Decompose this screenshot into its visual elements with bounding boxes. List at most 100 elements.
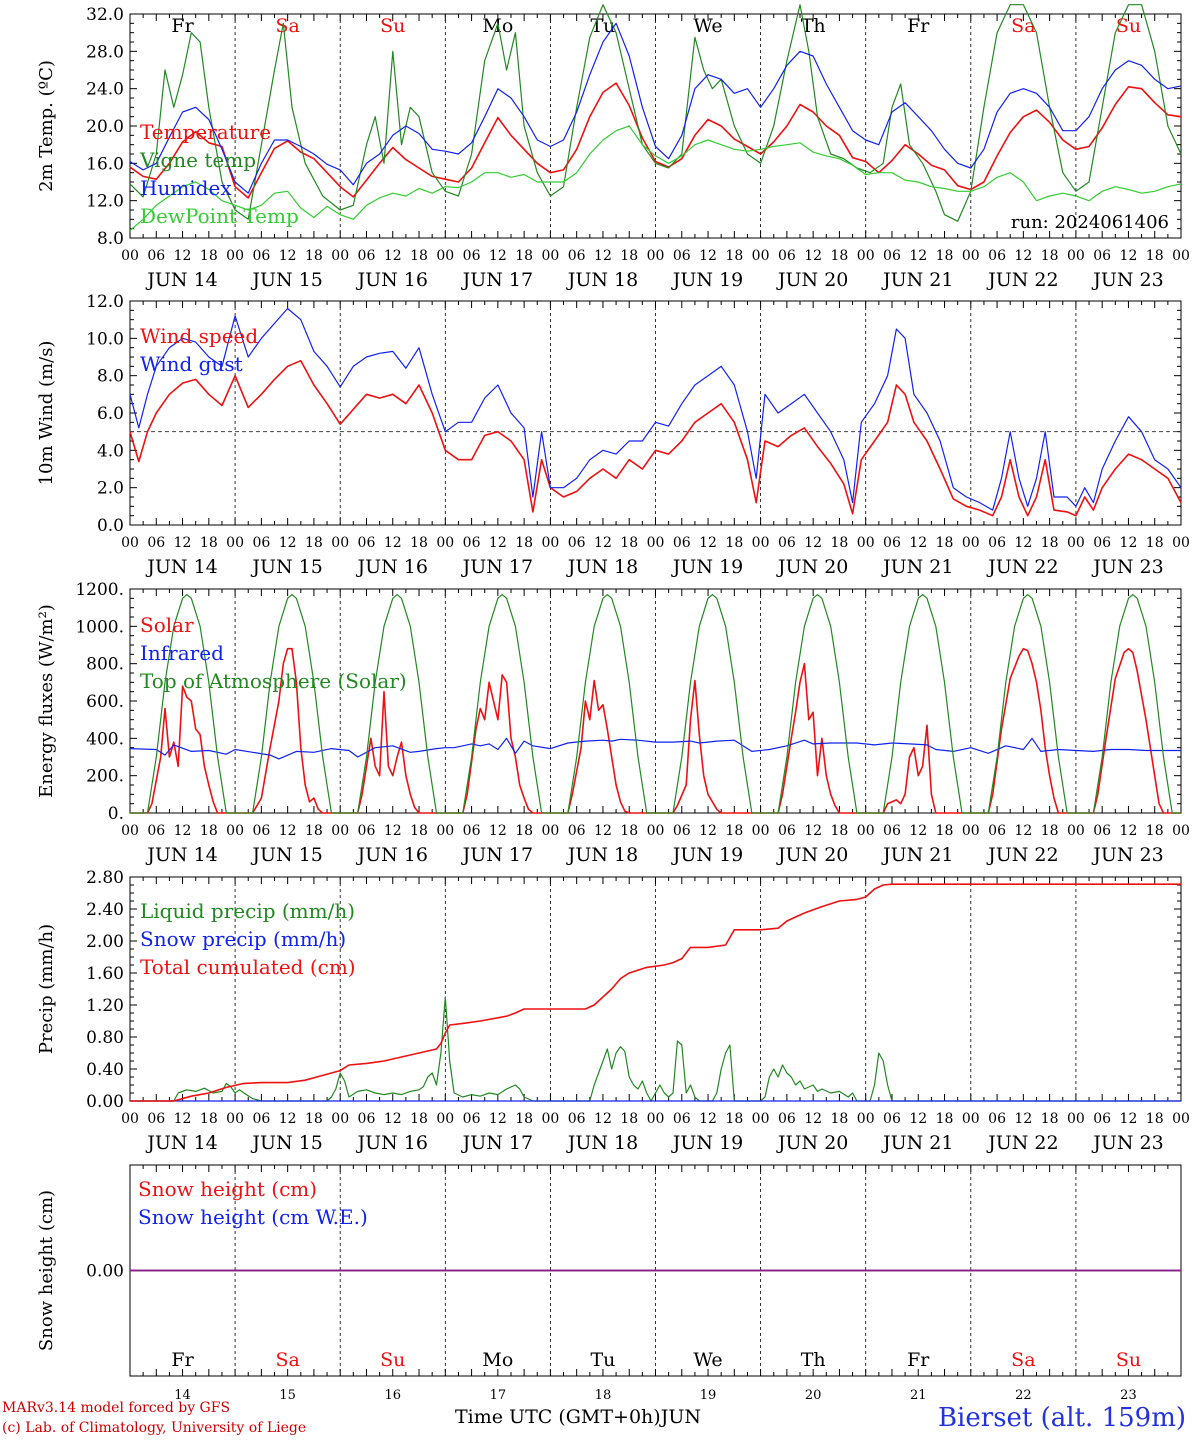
y-tick-label: 16.0: [86, 154, 124, 174]
legend-entry: Top of Atmosphere (Solar): [140, 669, 407, 693]
date-label: JUN 22: [986, 556, 1058, 578]
date-label: JUN 16: [356, 556, 428, 578]
day-number-label: 15: [279, 1388, 296, 1403]
hour-label: 18: [1146, 1111, 1164, 1127]
hour-label: 12: [804, 1111, 822, 1127]
hour-label: 18: [410, 535, 428, 551]
day-number-label: 22: [1015, 1388, 1032, 1403]
hour-label: 00: [1172, 823, 1190, 839]
series-line: [129, 307, 1182, 511]
hour-label: 06: [988, 1111, 1006, 1127]
date-label: JUN 15: [250, 269, 322, 291]
hour-label: 00: [857, 823, 875, 839]
hour-label: 12: [1014, 1111, 1032, 1127]
y-tick-label: 600.: [86, 692, 124, 712]
legend-entry: Liquid precip (mm/h): [140, 899, 355, 923]
series-line: [129, 22, 1182, 194]
y-tick-label: 8.0: [97, 367, 124, 387]
hour-label: 18: [620, 823, 638, 839]
hour-label: 00: [226, 1111, 244, 1127]
hour-label: 18: [1041, 1111, 1059, 1127]
hour-label: 18: [936, 248, 954, 264]
hour-label: 06: [568, 823, 586, 839]
series-line: [130, 647, 1181, 814]
date-label: JUN 22: [986, 269, 1058, 291]
hour-label: 18: [515, 535, 533, 551]
hour-label: 12: [384, 1111, 402, 1127]
hour-label: 06: [252, 248, 270, 264]
hour-label: 06: [252, 823, 270, 839]
weekday-label: Sa: [1011, 1349, 1035, 1371]
hour-label: 00: [752, 1111, 770, 1127]
hour-label: 18: [831, 248, 849, 264]
hour-label: 00: [752, 535, 770, 551]
y-tick-label: 800.: [86, 655, 124, 675]
hour-label: 06: [147, 248, 165, 264]
hour-label: 18: [1041, 248, 1059, 264]
weekday-label: Fr: [907, 15, 930, 37]
hour-label: 00: [331, 1111, 349, 1127]
hour-label: 06: [988, 823, 1006, 839]
hour-label: 12: [489, 1111, 507, 1127]
date-label: JUN 20: [776, 556, 848, 578]
hour-label: 18: [305, 823, 323, 839]
hour-label: 12: [804, 823, 822, 839]
date-label: JUN 17: [461, 1132, 533, 1154]
hour-label: 00: [121, 1111, 139, 1127]
legend-entry: Infrared: [140, 641, 224, 665]
y-tick-label: 2.40: [86, 900, 124, 920]
weekday-label: Tu: [590, 1349, 615, 1371]
hour-label: 12: [594, 535, 612, 551]
series-line: [130, 883, 1181, 1102]
hour-label: 06: [883, 535, 901, 551]
legend-entry: Total cumulated (cm): [140, 955, 356, 979]
hour-label: 18: [410, 1111, 428, 1127]
legend-entry: Humidex: [140, 176, 232, 200]
hour-label: 12: [174, 248, 192, 264]
y-tick-label: 1.20: [86, 996, 124, 1016]
hour-label: 12: [174, 823, 192, 839]
date-label: JUN 17: [461, 269, 533, 291]
date-label: JUN 16: [356, 269, 428, 291]
y-tick-label: 2.80: [86, 868, 124, 888]
date-label: JUN 14: [145, 1132, 217, 1154]
hour-label: 00: [436, 823, 454, 839]
y-tick-label: 0.40: [86, 1060, 124, 1080]
hour-label: 00: [226, 535, 244, 551]
hour-label: 12: [699, 823, 717, 839]
legend-entry: Wind speed: [140, 324, 258, 348]
hour-label: 00: [1067, 1111, 1085, 1127]
series-line: [130, 593, 1181, 814]
series-line: [129, 82, 1182, 199]
legend-entry: Snow precip (mm/h): [140, 927, 346, 951]
date-label: JUN 18: [566, 1132, 638, 1154]
date-label: JUN 20: [776, 269, 848, 291]
hour-label: 06: [358, 535, 376, 551]
date-label: JUN 15: [250, 556, 322, 578]
hour-label: 12: [909, 535, 927, 551]
hour-label: 06: [988, 248, 1006, 264]
hour-label: 00: [647, 1111, 665, 1127]
hour-label: 18: [936, 535, 954, 551]
y-tick-label: 6.0: [97, 404, 124, 424]
y-tick-label: 2.00: [86, 932, 124, 952]
hour-label: 00: [1067, 823, 1085, 839]
date-label: JUN 17: [461, 844, 533, 866]
date-label: JUN 14: [145, 844, 217, 866]
hour-label: 12: [804, 535, 822, 551]
panel-4: 0.00 0.40 0.80 1.20 1.60 2.00 2.40 2.80 Precip (…: [36, 868, 1190, 1154]
hour-label: 18: [1041, 823, 1059, 839]
hour-label: 12: [384, 823, 402, 839]
y-tick-label: 28.0: [86, 42, 124, 62]
date-label: JUN 21: [881, 556, 953, 578]
day-number-label: 21: [910, 1388, 927, 1403]
hour-label: 12: [279, 535, 297, 551]
hour-label: 18: [620, 1111, 638, 1127]
date-label: JUN 19: [671, 556, 743, 578]
hour-label: 12: [1120, 248, 1138, 264]
hour-label: 12: [1014, 248, 1032, 264]
legend-entry: Solar: [140, 613, 194, 637]
hour-label: 18: [620, 535, 638, 551]
hour-label: 06: [883, 1111, 901, 1127]
